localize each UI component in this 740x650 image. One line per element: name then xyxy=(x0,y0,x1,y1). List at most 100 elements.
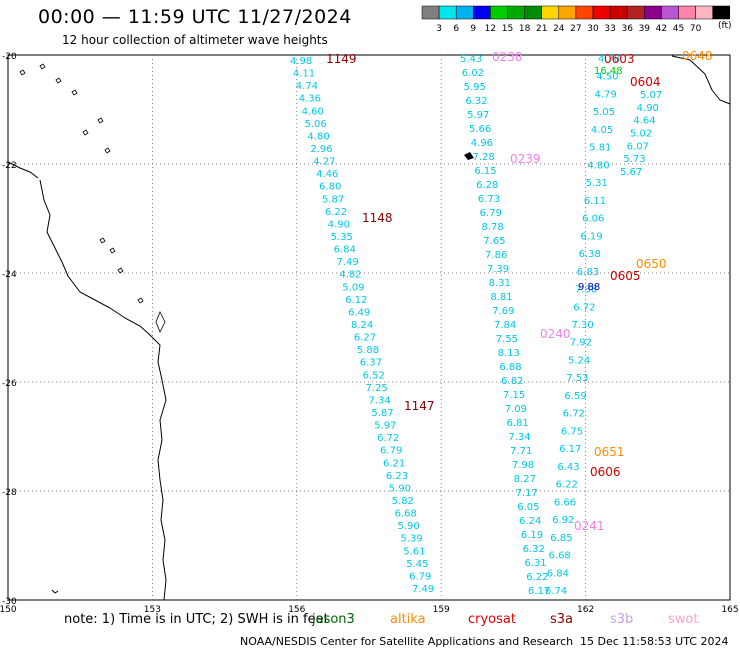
swh-value-track-east: 5.31 xyxy=(586,178,608,189)
swh-value-track-west: 6.23 xyxy=(386,471,408,482)
swh-value-track-east-b: 5.02 xyxy=(630,129,652,140)
swh-value-track-central: 4.96 xyxy=(471,138,493,149)
island-outline xyxy=(39,63,46,70)
island-outline xyxy=(71,89,78,96)
swh-value-track-east: 6.72 xyxy=(563,409,585,420)
island-outline xyxy=(109,247,116,254)
swh-value-track-west: 5.88 xyxy=(357,345,379,356)
lat-tick-label: -30 xyxy=(2,597,17,607)
swh-value-track-west: 6.80 xyxy=(319,182,341,193)
swh-value-track-central: 6.73 xyxy=(478,194,500,205)
swh-value-track-central: 6.05 xyxy=(517,502,539,513)
swh-value-track-east: 5.24 xyxy=(568,355,590,366)
pass-time-label: 0651 xyxy=(594,445,625,459)
legend-tick-label: 18 xyxy=(519,24,531,34)
swh-value-track-west: 4.27 xyxy=(313,157,335,168)
swh-value-track-west: 6.49 xyxy=(348,307,370,318)
legend-tick-label: 70 xyxy=(690,24,702,34)
swh-value-track-east: 7.38 xyxy=(575,285,597,296)
lat-tick-label: -28 xyxy=(2,488,17,498)
swh-value-track-central: 7.15 xyxy=(503,390,525,401)
swh-value-track-west: 8.24 xyxy=(351,320,373,331)
mission-label-cryosat: cryosat xyxy=(468,612,516,627)
swh-value-track-east: 6.11 xyxy=(584,196,606,207)
swh-value-track-central: 7.55 xyxy=(496,334,518,345)
swh-value-track-central: 7.09 xyxy=(505,404,527,415)
lat-tick-label: -24 xyxy=(2,270,17,280)
legend-tick-label: 42 xyxy=(656,24,667,34)
swh-value-track-central: 8.31 xyxy=(489,278,511,289)
swh-value-track-west: 6.68 xyxy=(395,509,417,520)
swh-value-track-west: 5.97 xyxy=(374,421,396,432)
swh-value-track-west: 6.72 xyxy=(377,433,399,444)
color-scale-legend: 3 6 9 12 15 18 21 24 27 30 33 36 39 42 45 70 xyxy=(421,5,731,34)
swh-value-track-east: 6.66 xyxy=(554,497,576,508)
swh-value-track-central: 8.81 xyxy=(490,292,512,303)
credit-line: NOAA/NESDIS Center for Satellite Applica… xyxy=(240,635,574,648)
swh-value-track-west: 5.45 xyxy=(406,559,428,570)
lon-tick-label: 165 xyxy=(721,605,738,615)
swh-value-track-central: 6.17 xyxy=(528,586,550,597)
swh-value-track-east: 6.72 xyxy=(573,302,595,313)
swh-value-track-east: 6.92 xyxy=(552,515,574,526)
legend-tick-label: 15 xyxy=(502,24,513,34)
mission-label-s3b: s3b xyxy=(610,612,634,627)
map-frame xyxy=(7,54,731,601)
swh-value-track-central: 6.32 xyxy=(523,544,545,555)
swh-value-track-central: 7.69 xyxy=(492,306,514,317)
swh-value-track-west: 5.90 xyxy=(397,521,419,532)
swh-value-track-west: 6.27 xyxy=(354,333,376,344)
swh-value-track-west: 4.90 xyxy=(328,219,350,230)
island-outline xyxy=(137,297,144,304)
swh-value-track-central: 6.82 xyxy=(501,376,523,387)
lat-tick-label: -20 xyxy=(2,52,17,62)
generated-timestamp: 15 Dec 11:58:53 UTC 2024 xyxy=(580,635,729,648)
chart-subtitle: 12 hour collection of altimeter wave hei… xyxy=(62,33,328,47)
swh-value-track-central: 6.88 xyxy=(499,362,521,373)
australia-coastline xyxy=(39,179,167,601)
swh-value-track-east: 6.06 xyxy=(582,214,604,225)
swh-value-track-central: 7.71 xyxy=(510,446,532,457)
swh-value-track-west: 5.61 xyxy=(403,546,425,557)
legend-tick-label: 24 xyxy=(553,24,565,34)
island-outline xyxy=(99,237,106,244)
legend-unit: (ft) xyxy=(718,21,732,31)
swh-value-track-west: 2.96 xyxy=(310,144,332,155)
swh-value-track-east-b: 5.67 xyxy=(620,167,642,178)
pass-time-label: 0603 xyxy=(604,52,635,66)
swh-value-track-west: 7.25 xyxy=(366,383,388,394)
swh-value-track-east: 6.75 xyxy=(561,426,583,437)
mission-label-swot: swot xyxy=(668,612,699,627)
island-outline xyxy=(155,311,166,333)
swh-value-track-east: 6.84 xyxy=(547,568,569,579)
swh-value-track-east: 4.79 xyxy=(594,89,616,100)
legend-tick-label: 36 xyxy=(621,24,633,34)
swh-value-track-east: 6.59 xyxy=(564,391,586,402)
pass-time-label: 1149 xyxy=(326,52,357,66)
island-outline xyxy=(82,129,89,136)
legend-tick-label: 9 xyxy=(470,24,476,34)
swh-value-track-west: 4.60 xyxy=(302,106,324,117)
swh-value-high: 16.48 xyxy=(594,66,623,77)
swh-value-track-central: 7.86 xyxy=(485,250,507,261)
pass-time-label: 1147 xyxy=(404,399,435,413)
island-outline xyxy=(55,77,62,84)
legend-tick-label: 6 xyxy=(453,24,459,34)
swh-value-track-central: 8.27 xyxy=(514,474,536,485)
swh-value-track-west: 5.09 xyxy=(342,282,364,293)
lon-tick-label: 159 xyxy=(433,605,450,615)
swh-value-track-central: 7.39 xyxy=(487,264,509,275)
swh-value-track-central: 8.13 xyxy=(498,348,520,359)
pass-time-label: 0650 xyxy=(636,257,667,271)
lon-tick-label: 153 xyxy=(144,605,161,615)
swh-value-track-west: 5.87 xyxy=(371,408,393,419)
swh-value-track-east-b: 4.64 xyxy=(633,116,655,127)
swh-value-dark: 9.88 xyxy=(578,282,600,293)
new-caledonia-coastline xyxy=(671,55,731,105)
swh-value-track-east: 4.78 xyxy=(598,54,620,65)
pass-time-label: 0606 xyxy=(590,465,621,479)
swh-value-track-central: 5.43 xyxy=(460,54,482,65)
swh-value-track-east: 6.38 xyxy=(579,249,601,260)
pass-time-label: 0605 xyxy=(610,269,641,283)
swh-value-track-west: 6.12 xyxy=(345,295,367,306)
